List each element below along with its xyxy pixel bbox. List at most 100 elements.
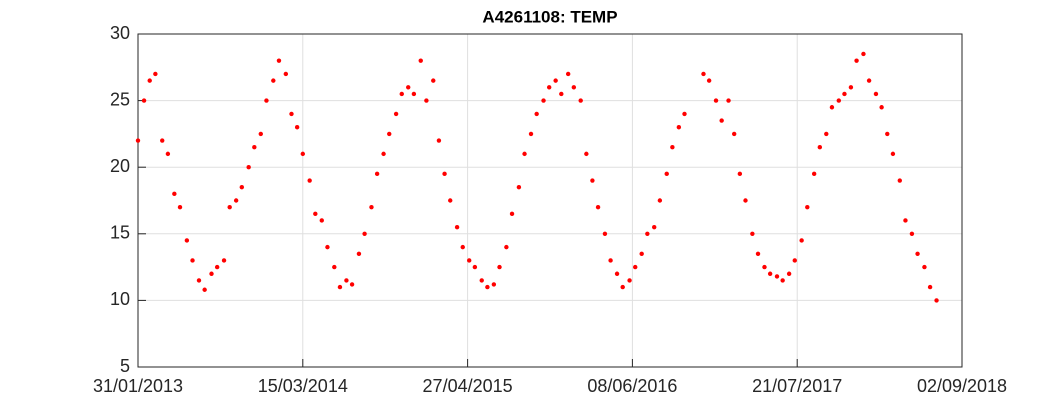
data-point: [934, 298, 939, 303]
data-point: [252, 145, 257, 150]
data-point: [165, 151, 171, 157]
data-point: [332, 264, 337, 270]
data-point: [258, 131, 263, 137]
data-point: [467, 258, 472, 263]
data-point: [553, 78, 558, 83]
data-point: [762, 264, 767, 270]
data-point: [657, 198, 663, 203]
data-point: [645, 231, 650, 236]
data-point: [313, 211, 318, 217]
data-point: [620, 284, 625, 290]
data-point: [676, 125, 682, 130]
data-point: [701, 71, 706, 77]
data-point: [283, 71, 289, 77]
data-point: [713, 98, 719, 103]
data-point: [890, 151, 896, 157]
data-point: [209, 271, 214, 276]
data-point: [578, 98, 583, 103]
data-point: [276, 58, 282, 63]
x-tick-label: 15/03/2014: [258, 376, 348, 396]
data-point: [546, 85, 552, 90]
data-point: [448, 198, 453, 203]
y-tick-label: 25: [110, 89, 130, 109]
data-point: [848, 85, 854, 90]
data-point: [497, 264, 502, 270]
data-point: [418, 58, 423, 63]
data-point: [190, 258, 195, 263]
data-point: [509, 211, 515, 217]
data-point: [393, 111, 399, 117]
data-point: [824, 131, 829, 137]
data-point: [811, 171, 817, 177]
data-point: [866, 78, 872, 83]
data-point: [726, 98, 731, 103]
data-point: [362, 231, 367, 236]
x-tick-label: 27/04/2015: [423, 376, 513, 396]
data-point: [927, 284, 933, 290]
data-point: [264, 98, 269, 103]
data-point: [817, 145, 823, 150]
data-point: [399, 91, 404, 97]
data-point: [411, 91, 417, 97]
data-point: [172, 191, 177, 197]
data-point: [294, 125, 300, 130]
data-point: [147, 78, 152, 83]
data-point: [719, 118, 724, 123]
data-point: [639, 251, 644, 256]
x-tick-label: 31/01/2013: [93, 376, 183, 396]
axes-box: [137, 33, 963, 368]
data-point: [356, 251, 362, 256]
data-point: [271, 78, 276, 83]
data-point: [196, 278, 202, 283]
data-point: [915, 251, 920, 256]
y-tick-label: 30: [110, 23, 130, 43]
data-point: [485, 284, 490, 290]
y-tick-label: 20: [110, 156, 130, 176]
data-point: [842, 91, 847, 97]
data-point: [541, 98, 546, 103]
data-point: [307, 178, 312, 183]
data-point: [436, 138, 442, 143]
data-point: [608, 258, 613, 263]
data-point: [590, 178, 595, 183]
data-point: [381, 151, 386, 157]
data-point: [879, 105, 884, 110]
data-point: [460, 244, 465, 250]
data-point: [731, 131, 737, 137]
data-point: [627, 278, 632, 283]
data-point: [854, 58, 859, 63]
data-point: [184, 238, 190, 243]
data-point: [706, 78, 712, 83]
data-point: [454, 224, 460, 230]
data-point: [682, 111, 687, 117]
data-point: [319, 218, 324, 223]
data-point: [337, 284, 343, 290]
x-tick-label: 02/09/2018: [917, 376, 1007, 396]
data-point: [160, 138, 165, 143]
data-point: [528, 131, 534, 137]
data-point: [141, 98, 147, 103]
data-point: [559, 91, 564, 97]
data-point: [861, 51, 866, 57]
x-tick-label: 21/07/2017: [752, 376, 842, 396]
data-point: [472, 264, 478, 270]
chart-title: A4261108: TEMP: [482, 7, 617, 26]
data-point: [743, 198, 748, 203]
data-point: [431, 78, 436, 83]
data-point: [670, 145, 675, 150]
data-point: [325, 244, 330, 250]
data-point: [504, 244, 509, 250]
data-point: [442, 171, 447, 177]
data-point: [177, 204, 183, 210]
data-point: [799, 238, 804, 243]
data-point: [300, 151, 305, 157]
data-point: [633, 264, 638, 270]
data-point: [774, 274, 780, 279]
data-point: [614, 271, 620, 276]
data-point: [221, 258, 227, 263]
data-point: [664, 171, 669, 177]
data-point: [903, 218, 908, 223]
data-point: [792, 258, 797, 263]
data-point: [755, 251, 761, 256]
data-point: [602, 231, 608, 236]
